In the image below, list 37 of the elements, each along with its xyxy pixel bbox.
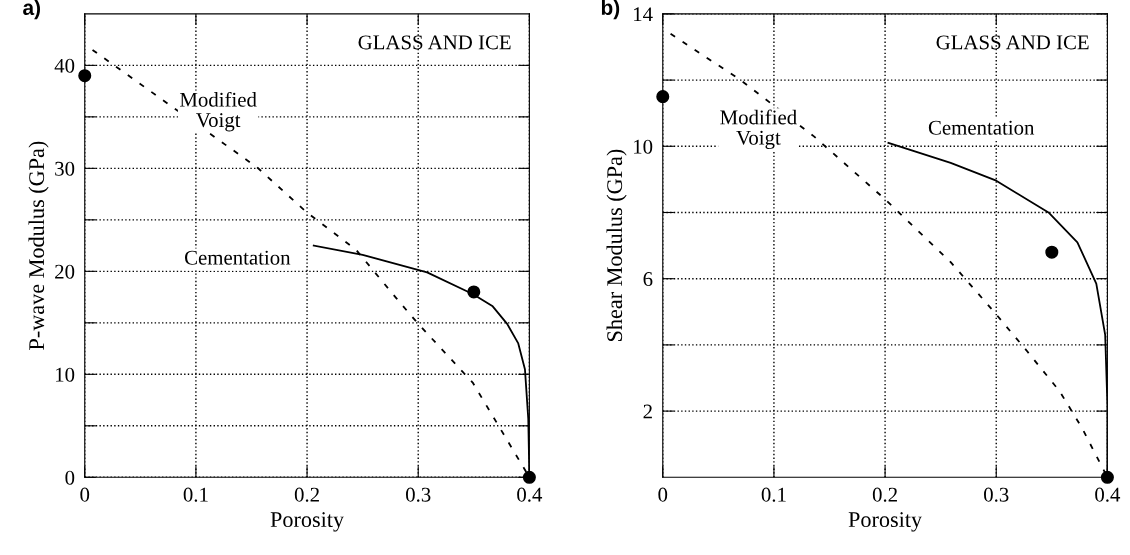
- x-tick-label: 0.3: [984, 487, 1009, 502]
- y-tick-label: 20: [55, 264, 75, 279]
- y-axis-title: P-wave Modulus (GPa): [28, 141, 49, 350]
- x-tick-label: 0.2: [872, 487, 897, 502]
- point: [467, 285, 481, 299]
- y-tick-label: 10: [56, 367, 75, 382]
- x-tick-label: 0.1: [183, 487, 208, 502]
- series-label: Cementation: [928, 120, 1035, 135]
- chart-title: b): [601, 0, 620, 20]
- y-tick-label: 0: [65, 470, 75, 485]
- series-label: Modified Voigt: [720, 109, 797, 150]
- y-tick-label: 6: [643, 272, 653, 287]
- y-axis-title: Shear Modulus (GPa): [606, 149, 627, 341]
- x-tick-label: 0.4: [1095, 487, 1121, 502]
- chart-title: a): [23, 0, 40, 20]
- x-tick-label: 0.2: [294, 487, 319, 502]
- y-tick-label: 10: [634, 139, 653, 154]
- point: [522, 470, 536, 484]
- annotation: GLASS AND ICE: [358, 35, 511, 50]
- x-tick-label: 0: [658, 487, 668, 502]
- x-tick-label: 0.4: [517, 487, 543, 502]
- point: [78, 69, 92, 83]
- y-tick-label: 14: [634, 7, 653, 22]
- point: [1100, 470, 1114, 484]
- y-tick-label: 2: [643, 404, 652, 419]
- x-axis-title: Porosity: [848, 512, 923, 532]
- point: [1045, 245, 1059, 259]
- point: [656, 90, 670, 104]
- x-tick-label: 0.1: [761, 487, 786, 502]
- series-label: Modified Voigt: [179, 91, 257, 132]
- y-tick-label: 30: [55, 161, 75, 176]
- annotation: GLASS AND ICE: [936, 35, 1089, 50]
- series-label: Cementation: [184, 250, 291, 265]
- y-tick-label: 40: [54, 58, 75, 73]
- x-tick-label: 0.3: [406, 487, 431, 502]
- x-axis-title: Porosity: [270, 512, 345, 532]
- x-tick-label: 0: [80, 487, 90, 502]
